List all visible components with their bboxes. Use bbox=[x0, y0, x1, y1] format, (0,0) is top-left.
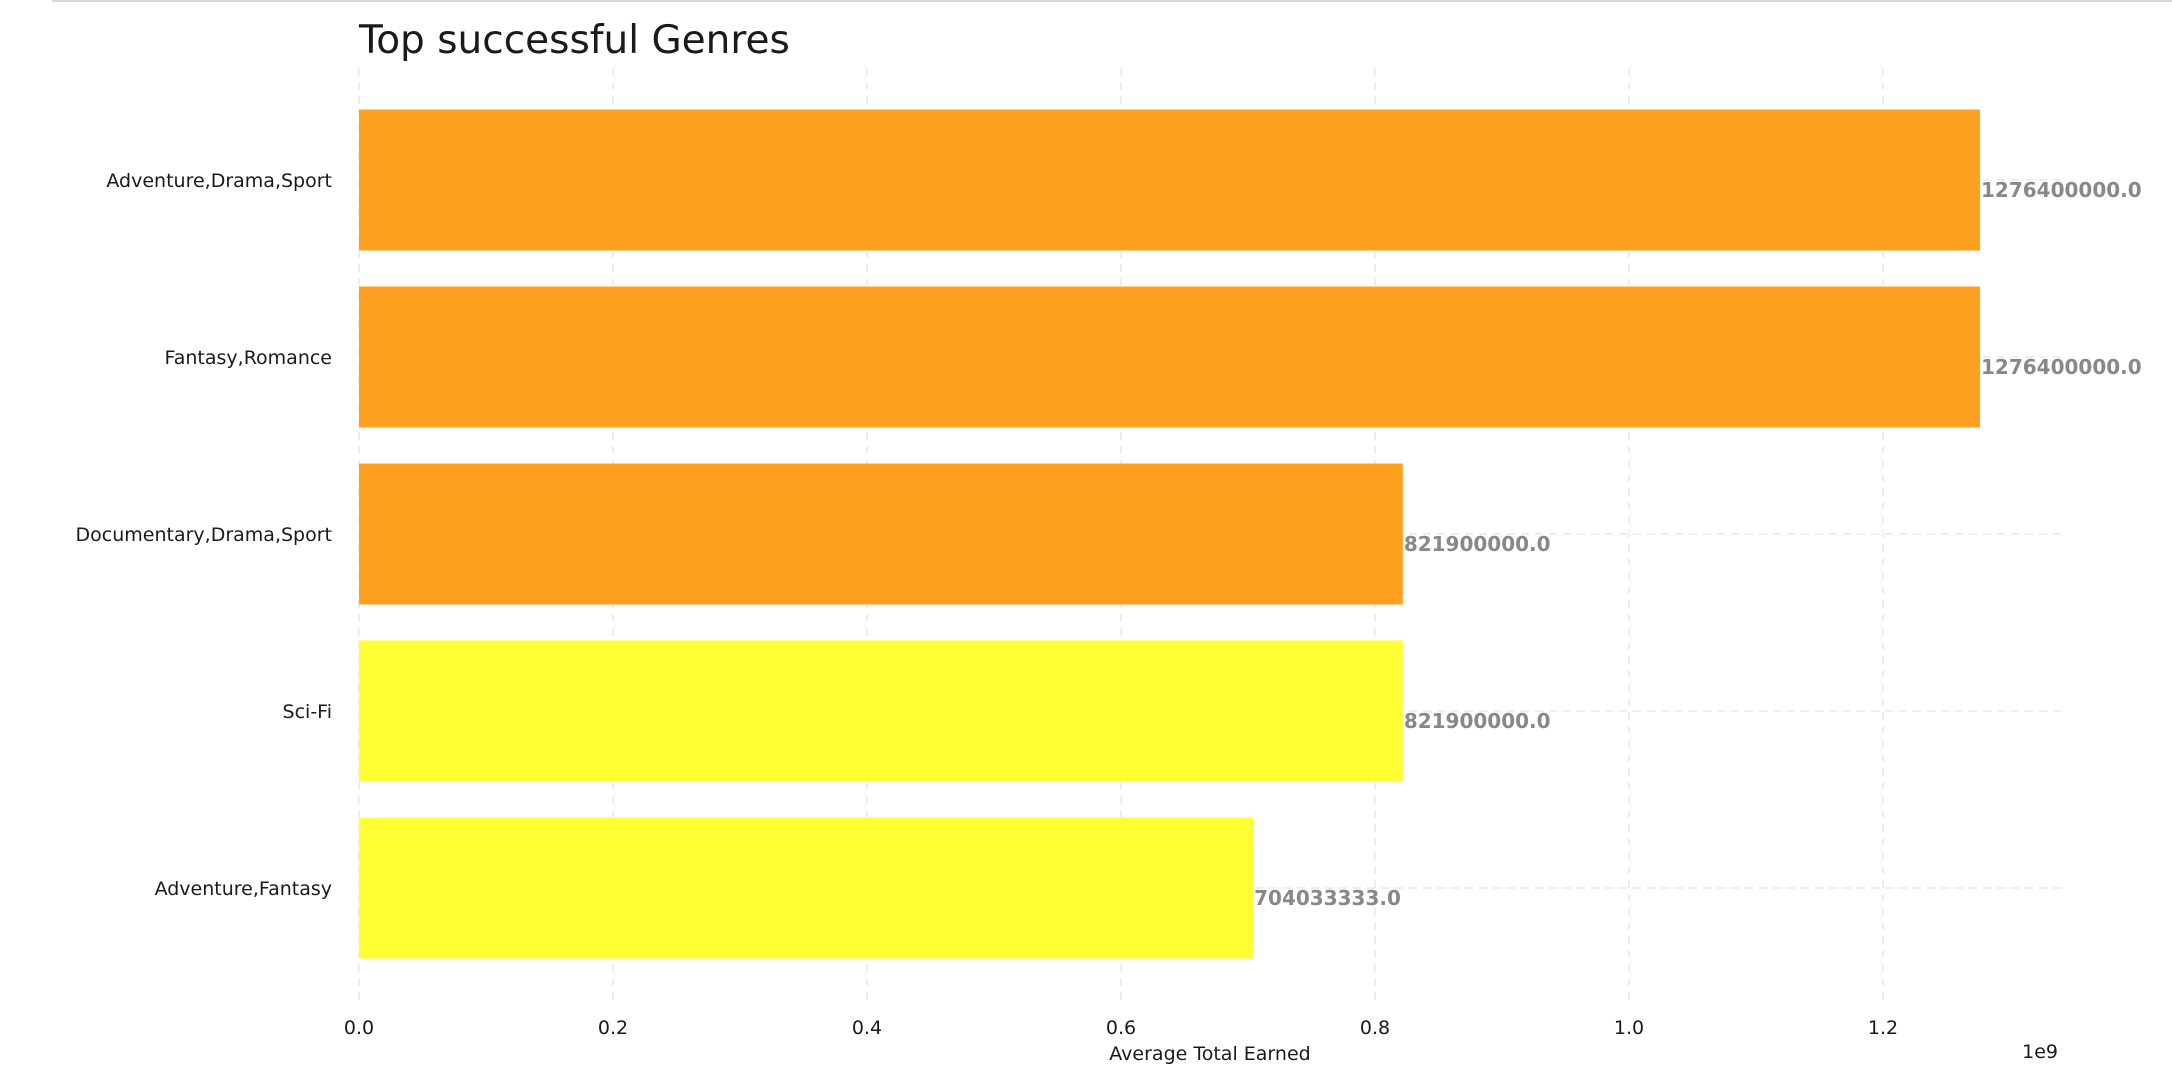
x-tick-label: 0.0 bbox=[344, 1017, 374, 1039]
x-tick-label: 0.2 bbox=[598, 1017, 628, 1039]
y-tick-label: Adventure,Drama,Sport bbox=[106, 170, 332, 192]
y-tick-label: Fantasy,Romance bbox=[165, 347, 332, 369]
bar bbox=[359, 463, 1403, 605]
y-tick-label: Sci-Fi bbox=[283, 701, 332, 723]
x-tick-label: 0.4 bbox=[852, 1017, 882, 1039]
bar-value-label: 704033333.0 bbox=[1254, 886, 1401, 910]
x-tick-label: 0.8 bbox=[1360, 1017, 1390, 1039]
chart-title: Top successful Genres bbox=[359, 18, 790, 63]
label-layer: Adventure,Drama,Sport 1276400000.0 Fantasy… bbox=[76, 170, 2142, 910]
bar-value-label: 1276400000.0 bbox=[1981, 178, 2142, 202]
y-tick-label: Documentary,Drama,Sport bbox=[76, 524, 332, 546]
bar bbox=[359, 286, 1981, 428]
x-axis-offset-label: 1e9 bbox=[2022, 1041, 2058, 1063]
bar-layer bbox=[359, 109, 1981, 959]
x-tick-label: 1.0 bbox=[1614, 1017, 1644, 1039]
bar-value-label: 821900000.0 bbox=[1404, 709, 1551, 733]
bar-value-label: 1276400000.0 bbox=[1981, 355, 2142, 379]
x-axis-label: Average Total Earned bbox=[1109, 1043, 1310, 1065]
bar bbox=[359, 109, 1981, 251]
bar-value-label: 821900000.0 bbox=[1404, 532, 1551, 556]
x-tick-label: 1.2 bbox=[1868, 1017, 1898, 1039]
y-tick-label: Adventure,Fantasy bbox=[155, 878, 332, 900]
bar bbox=[359, 640, 1403, 782]
x-tick-layer: 0.0 0.2 0.4 0.6 0.8 1.0 1.2 bbox=[344, 1017, 1898, 1039]
x-tick-label: 0.6 bbox=[1106, 1017, 1136, 1039]
bar bbox=[359, 817, 1254, 959]
top-border bbox=[52, 0, 2172, 2]
